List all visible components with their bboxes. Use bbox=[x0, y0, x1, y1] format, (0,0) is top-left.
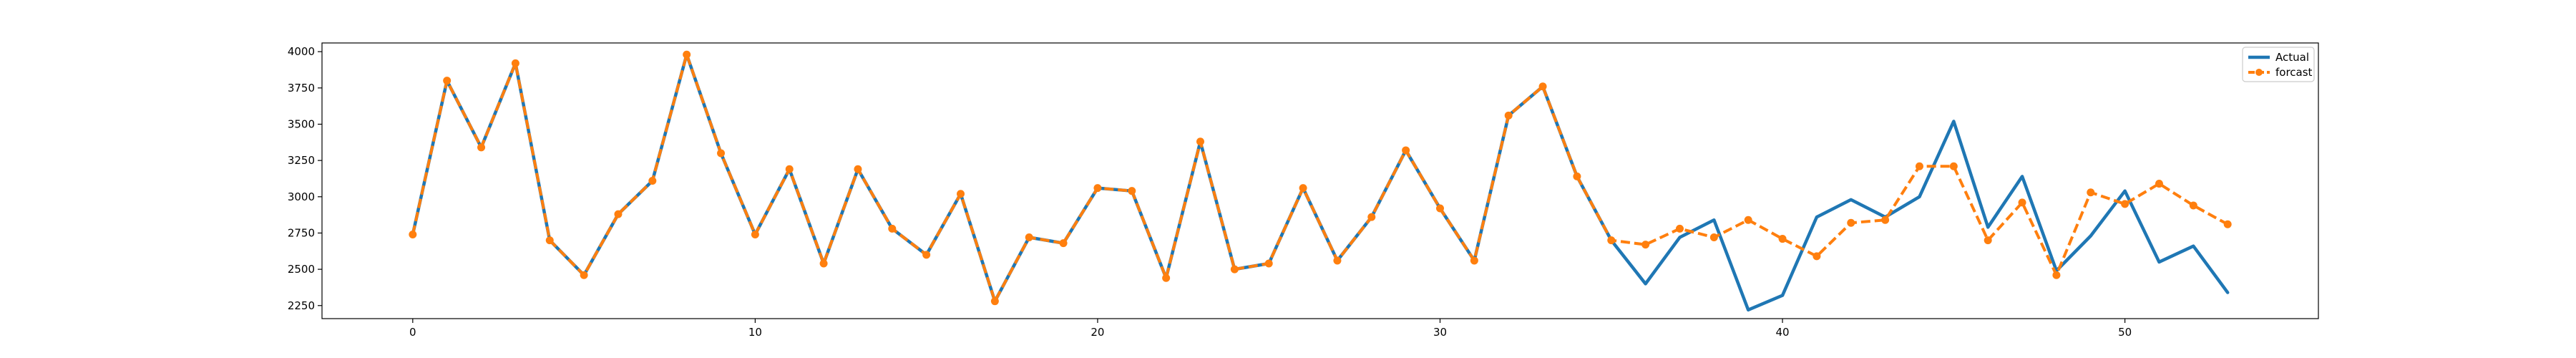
data-point-forcast bbox=[614, 210, 623, 218]
data-point-forcast bbox=[1538, 82, 1547, 91]
data-point-forcast bbox=[1709, 233, 1718, 242]
plot-frame bbox=[321, 42, 2319, 319]
series-layer bbox=[409, 50, 2232, 312]
data-point-forcast bbox=[1778, 235, 1787, 243]
data-point-forcast bbox=[1744, 216, 1752, 224]
data-point-forcast bbox=[2121, 200, 2129, 208]
y-tick-label: 2250 bbox=[288, 299, 315, 312]
data-point-forcast bbox=[2155, 180, 2163, 188]
x-tick-label: 10 bbox=[748, 326, 762, 339]
data-point-forcast bbox=[648, 177, 657, 185]
data-point-forcast bbox=[1607, 236, 1616, 245]
data-point-forcast bbox=[409, 230, 417, 238]
legend-marker-forcast bbox=[2255, 69, 2263, 76]
y-tick-label: 2500 bbox=[288, 263, 315, 276]
data-point-forcast bbox=[1333, 256, 1342, 265]
data-point-forcast bbox=[1059, 239, 1068, 248]
data-point-forcast bbox=[2223, 220, 2232, 228]
data-point-forcast bbox=[1367, 213, 1376, 221]
data-point-forcast bbox=[751, 230, 759, 238]
data-point-forcast bbox=[1196, 137, 1205, 146]
x-axis: 0 10 20 30 40 50 bbox=[409, 319, 2132, 339]
data-point-forcast bbox=[2018, 198, 2026, 207]
y-tick-label: 3000 bbox=[288, 190, 315, 203]
data-point-forcast bbox=[2087, 188, 2095, 197]
data-point-forcast bbox=[1299, 184, 1307, 193]
data-point-forcast bbox=[2052, 271, 2061, 279]
data-point-forcast bbox=[1128, 187, 1136, 195]
data-point-forcast bbox=[1025, 233, 1033, 242]
x-tick-label: 0 bbox=[409, 326, 416, 339]
y-tick-label: 3250 bbox=[288, 154, 315, 167]
legend-label-forcast: forcast bbox=[2275, 66, 2313, 79]
data-point-forcast bbox=[1881, 216, 1890, 224]
series-line-forcast bbox=[411, 53, 2229, 303]
data-point-forcast bbox=[1093, 184, 1102, 193]
data-point-forcast bbox=[443, 77, 452, 85]
data-point-forcast bbox=[1915, 162, 1923, 170]
data-point-forcast bbox=[1435, 204, 1444, 213]
y-tick-label: 2750 bbox=[288, 226, 315, 239]
data-point-forcast bbox=[1504, 111, 1513, 120]
data-point-forcast bbox=[1949, 162, 1958, 170]
data-point-forcast bbox=[990, 297, 999, 306]
data-point-forcast bbox=[477, 143, 486, 152]
y-tick-label: 4000 bbox=[288, 45, 315, 58]
data-point-forcast bbox=[683, 50, 691, 59]
x-tick-label: 30 bbox=[1433, 326, 1447, 339]
y-axis: 2250 2500 2750 3000 3250 3500 3750 4000 bbox=[288, 45, 322, 312]
data-point-forcast bbox=[580, 271, 588, 279]
data-point-forcast bbox=[1573, 172, 1581, 180]
data-point-forcast bbox=[1402, 146, 1410, 155]
data-point-forcast bbox=[1264, 259, 1273, 268]
data-point-forcast bbox=[2189, 201, 2197, 210]
data-point-forcast bbox=[1847, 218, 1855, 227]
data-point-forcast bbox=[1470, 256, 1478, 265]
data-point-forcast bbox=[511, 59, 519, 67]
data-point-forcast bbox=[1813, 252, 1821, 261]
data-point-forcast bbox=[854, 165, 862, 173]
data-point-forcast bbox=[1162, 274, 1171, 282]
legend-label-actual: Actual bbox=[2275, 51, 2309, 64]
y-tick-label: 3750 bbox=[288, 82, 315, 95]
data-point-forcast bbox=[717, 149, 726, 158]
data-point-forcast bbox=[922, 251, 931, 259]
y-tick-label: 3500 bbox=[288, 117, 315, 130]
data-point-forcast bbox=[888, 224, 897, 233]
legend: Actual forcast bbox=[2242, 47, 2315, 82]
x-tick-label: 50 bbox=[2118, 326, 2132, 339]
data-point-forcast bbox=[1230, 265, 1239, 274]
data-point-forcast bbox=[819, 259, 828, 268]
x-tick-label: 20 bbox=[1091, 326, 1104, 339]
data-point-forcast bbox=[1984, 236, 1992, 245]
data-point-forcast bbox=[1675, 224, 1684, 233]
data-point-forcast bbox=[785, 165, 794, 173]
data-point-forcast bbox=[1641, 241, 1650, 249]
data-point-forcast bbox=[957, 190, 965, 198]
data-point-forcast bbox=[545, 236, 554, 245]
x-tick-label: 40 bbox=[1776, 326, 1790, 339]
